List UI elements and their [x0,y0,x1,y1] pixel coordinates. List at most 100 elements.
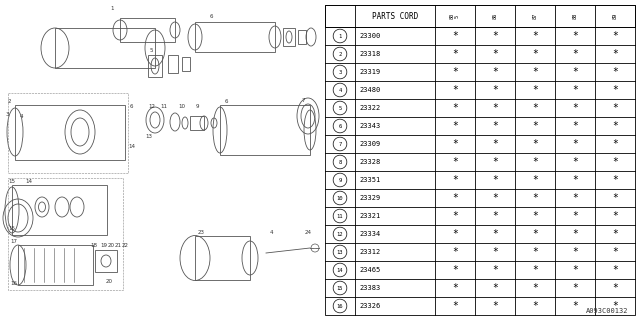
Text: 86: 86 [493,13,497,19]
Text: *: * [612,193,618,203]
Text: 7: 7 [339,141,342,147]
Text: 6: 6 [339,124,342,129]
Text: *: * [492,301,498,311]
Text: *: * [452,85,458,95]
Bar [12,185,107,235]
Text: *: * [492,85,498,95]
Text: *: * [492,211,498,221]
Text: 16: 16 [337,303,343,308]
Text: *: * [572,85,578,95]
Text: 2: 2 [8,99,12,104]
Text: *: * [572,265,578,275]
Text: *: * [452,31,458,41]
Bar [95,250,117,272]
Text: *: * [612,211,618,221]
Text: 23300: 23300 [359,33,380,39]
Text: *: * [612,301,618,311]
Text: 1: 1 [339,34,342,38]
Text: *: * [452,175,458,185]
Text: 11: 11 [160,104,167,109]
Text: 23465: 23465 [359,267,380,273]
Text: *: * [492,157,498,167]
Text: 11: 11 [337,213,343,219]
Text: 6: 6 [130,104,134,109]
Text: 23351: 23351 [359,177,380,183]
Bar [120,18,175,42]
Text: *: * [452,49,458,59]
Text: 4: 4 [339,87,342,92]
Text: *: * [452,283,458,293]
Bar [325,5,635,315]
Text: 15: 15 [337,285,343,291]
Text: *: * [532,193,538,203]
Text: *: * [492,121,498,131]
Text: *: * [612,157,618,167]
Text: *: * [612,67,618,77]
Text: 20: 20 [108,243,115,248]
Text: *: * [492,265,498,275]
Text: *: * [492,247,498,257]
Bar [15,105,125,160]
Text: *: * [452,139,458,149]
Text: 23328: 23328 [359,159,380,165]
Text: 17: 17 [10,239,17,244]
Text: 21: 21 [115,243,122,248]
Text: 23326: 23326 [359,303,380,309]
Text: *: * [532,301,538,311]
Text: *: * [612,265,618,275]
Text: 23319: 23319 [359,69,380,75]
Bar [148,55,162,77]
Text: *: * [452,193,458,203]
Text: *: * [532,31,538,41]
Text: 87: 87 [532,13,538,19]
Text: *: * [532,67,538,77]
Text: *: * [492,175,498,185]
Text: 8: 8 [339,159,342,164]
Text: *: * [492,139,498,149]
Text: 2: 2 [339,52,342,57]
Text: 16: 16 [10,281,17,286]
Text: *: * [452,103,458,113]
Bar [325,5,635,27]
Text: *: * [492,103,498,113]
Text: 10: 10 [337,196,343,201]
Text: *: * [572,175,578,185]
Text: 23321: 23321 [359,213,380,219]
Text: *: * [572,283,578,293]
Text: 5: 5 [150,48,154,53]
Text: *: * [532,175,538,185]
Text: 23343: 23343 [359,123,380,129]
Text: 23383: 23383 [359,285,380,291]
Text: 1: 1 [110,6,114,11]
Text: 19: 19 [100,243,107,248]
Text: 23322: 23322 [359,105,380,111]
Text: 14: 14 [337,268,343,273]
Text: *: * [452,301,458,311]
Bar [220,105,310,155]
Bar [283,28,295,46]
Text: PARTS CORD: PARTS CORD [372,12,418,20]
Text: *: * [532,157,538,167]
Text: *: * [492,31,498,41]
Bar [298,30,306,44]
Bar [182,57,190,71]
Text: *: * [452,265,458,275]
Text: 23309: 23309 [359,141,380,147]
Text: 89: 89 [612,13,618,19]
Text: *: * [492,193,498,203]
Text: *: * [532,283,538,293]
Text: *: * [612,247,618,257]
Text: *: * [532,49,538,59]
Text: *: * [572,103,578,113]
Text: 3: 3 [339,69,342,75]
Text: *: * [612,229,618,239]
Text: *: * [532,265,538,275]
Text: 6: 6 [210,14,214,19]
Text: *: * [452,121,458,131]
Text: *: * [492,229,498,239]
Text: *: * [572,157,578,167]
Text: *: * [492,283,498,293]
Text: 23329: 23329 [359,195,380,201]
Text: *: * [612,175,618,185]
Text: 20: 20 [106,279,113,284]
